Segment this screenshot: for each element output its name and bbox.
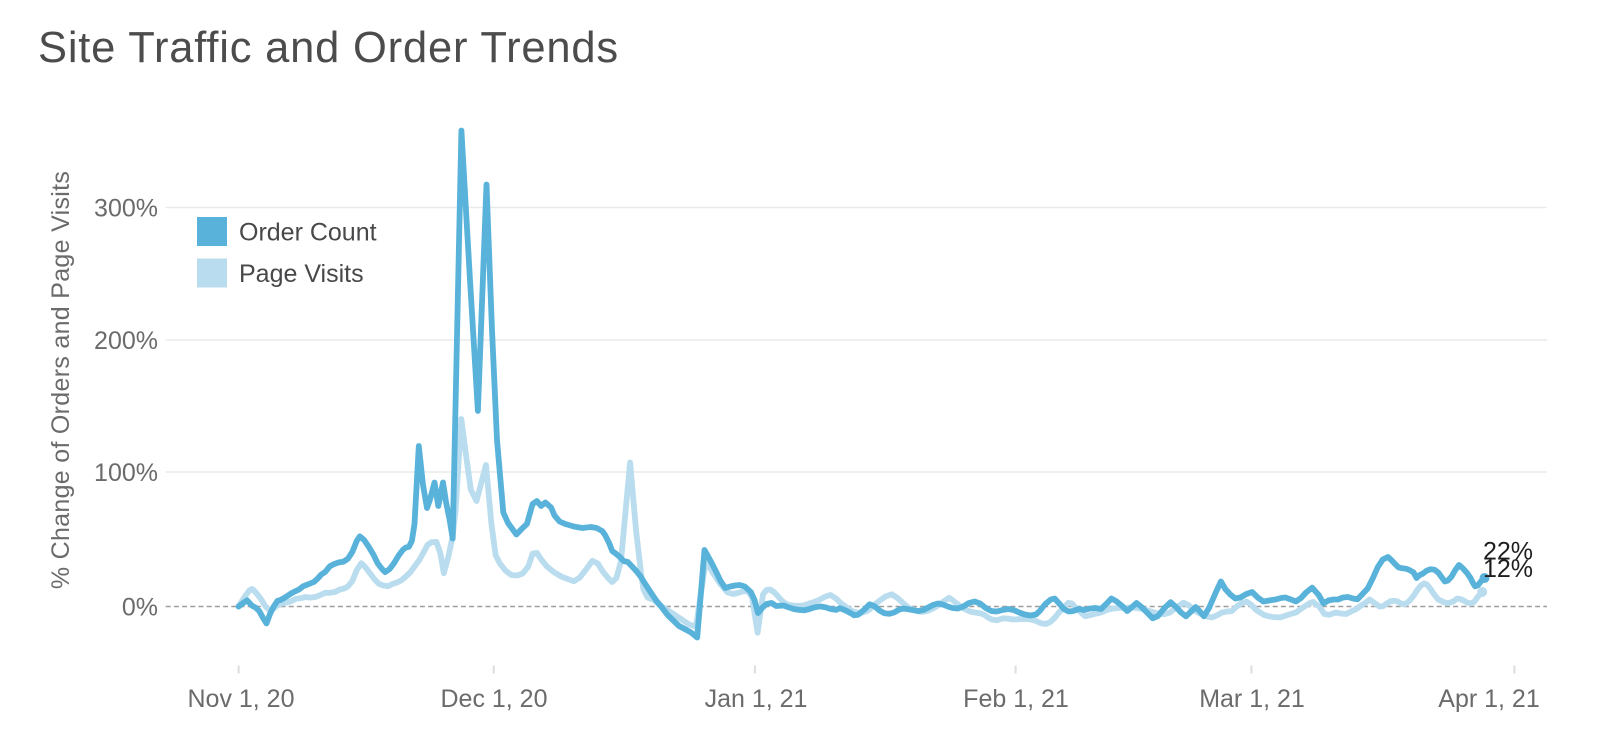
svg-text:% Change of Orders and Page Vi: % Change of Orders and Page Visits bbox=[47, 171, 75, 589]
svg-text:12%: 12% bbox=[1483, 555, 1533, 583]
svg-text:Feb 1, 21: Feb 1, 21 bbox=[963, 685, 1069, 713]
svg-text:Apr 1, 21: Apr 1, 21 bbox=[1438, 685, 1539, 713]
svg-text:Order Count: Order Count bbox=[239, 219, 377, 247]
svg-text:0%: 0% bbox=[122, 594, 158, 622]
svg-text:200%: 200% bbox=[94, 327, 158, 355]
svg-text:Nov 1, 20: Nov 1, 20 bbox=[187, 685, 294, 713]
svg-text:Jan 1, 21: Jan 1, 21 bbox=[705, 685, 808, 713]
svg-text:Mar 1, 21: Mar 1, 21 bbox=[1199, 685, 1305, 713]
svg-text:100%: 100% bbox=[94, 459, 158, 487]
svg-text:Dec 1, 20: Dec 1, 20 bbox=[440, 685, 547, 713]
svg-text:22%: 22% bbox=[1483, 538, 1533, 566]
svg-text:300%: 300% bbox=[94, 195, 158, 223]
svg-text:Page Visits: Page Visits bbox=[239, 260, 364, 288]
